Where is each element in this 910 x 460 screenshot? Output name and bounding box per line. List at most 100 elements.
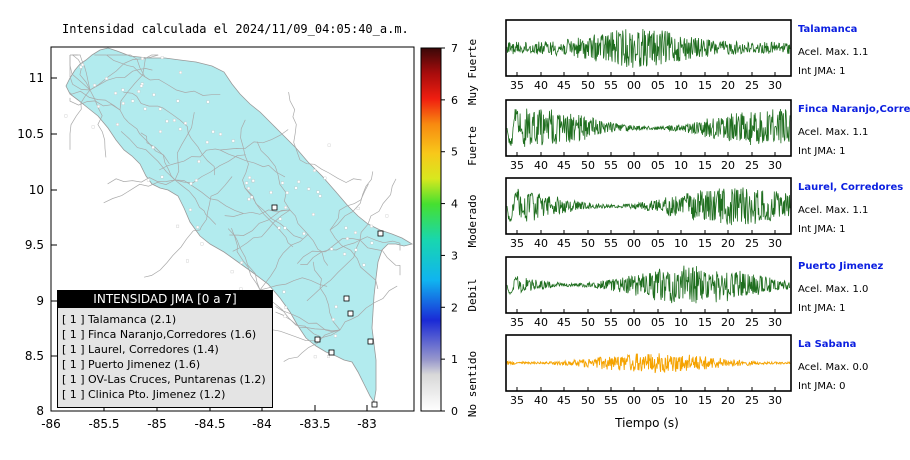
- station-jma-intensity: Int JMA: 1: [798, 303, 846, 314]
- town-dot: [282, 290, 286, 294]
- town-dot: [284, 306, 288, 309]
- legend-item-index: [ 1 ]: [62, 373, 85, 386]
- town-dot: [285, 191, 289, 195]
- map-y-tick-label: 8.5: [25, 349, 44, 363]
- time-tick-label: 20: [721, 159, 735, 172]
- road-line: [283, 329, 341, 362]
- road-line: [179, 119, 216, 176]
- colorbar-tick-label: 1: [451, 353, 458, 366]
- road-line: [219, 129, 289, 151]
- time-tick-label: 30: [768, 394, 782, 407]
- station-square: [377, 230, 384, 237]
- map-x-tick-label: -83.5: [299, 417, 330, 431]
- map-y-tick-label: 9: [36, 294, 44, 308]
- town-dot: [311, 213, 315, 216]
- waveform-trace: [506, 265, 791, 304]
- waveform-trace: [506, 353, 791, 374]
- time-tick-label: 50: [581, 316, 595, 329]
- road-line: [306, 239, 361, 302]
- waveform-trace: [506, 187, 791, 226]
- road-line: [123, 91, 181, 121]
- road-line: [174, 179, 217, 225]
- time-tick-label: 50: [581, 79, 595, 92]
- time-tick-label: 20: [721, 394, 735, 407]
- town-dot: [158, 130, 162, 134]
- colorbar-tick-label: 0: [451, 405, 458, 418]
- road-line: [219, 149, 286, 178]
- town-dot: [205, 140, 209, 144]
- legend-item-text: OV-Las Cruces, Puntarenas (1.2): [88, 373, 266, 386]
- colorbar-tick-label: 4: [451, 198, 458, 211]
- road-network: [69, 54, 401, 362]
- map-x-tick-label: -86: [41, 417, 61, 431]
- town-dot: [206, 100, 210, 104]
- town-dot: [200, 242, 204, 246]
- road-line: [300, 239, 361, 265]
- waveform-trace: [506, 28, 791, 68]
- time-tick-label: 40: [534, 237, 548, 250]
- town-dot: [152, 93, 156, 97]
- time-tick-label: 30: [768, 237, 782, 250]
- colorbar-category-label: Debil: [466, 278, 479, 311]
- time-tick-label: 35: [510, 237, 524, 250]
- town-dot: [302, 232, 306, 236]
- map-x-axis: -86 -85.5 -85 -84.5 -84 -83.5 -83: [41, 405, 377, 431]
- time-tick-label: 35: [510, 316, 524, 329]
- time-tick-label: 10: [674, 159, 688, 172]
- town-dot: [284, 206, 288, 209]
- time-tick-label: 00: [627, 237, 641, 250]
- town-dot: [313, 355, 317, 359]
- station-square: [371, 401, 378, 408]
- time-tick-label: 40: [534, 159, 548, 172]
- legend-item-index: [ 1 ]: [62, 358, 85, 371]
- town-dot: [165, 119, 169, 123]
- colorbar-tick-label: 5: [451, 146, 458, 159]
- map-x-tick-label: -84.5: [194, 417, 225, 431]
- road-line: [312, 261, 341, 331]
- town-dot: [344, 226, 348, 230]
- town-dot: [114, 91, 118, 95]
- time-tick-label: 10: [674, 394, 688, 407]
- time-tick-label: 05: [651, 316, 665, 329]
- town-dot: [146, 178, 150, 182]
- legend-item: [ 1 ] Talamanca (2.1): [58, 312, 272, 327]
- town-dot: [151, 145, 155, 149]
- colorbar-category-labels: No sentido Debil Moderado Fuerte Muy Fuerte: [466, 39, 479, 417]
- town-dot: [354, 248, 358, 252]
- road-line: [329, 171, 374, 231]
- waveform-plot-area: [506, 178, 791, 234]
- town-dot: [370, 224, 373, 228]
- station-square: [367, 338, 374, 345]
- time-tick-label: 20: [721, 316, 735, 329]
- time-tick-label: 00: [627, 79, 641, 92]
- town-dot: [197, 160, 201, 163]
- costa-rica-land: [65, 47, 414, 404]
- road-line: [120, 131, 176, 181]
- legend-item: [ 1 ] Laurel, Corredores (1.4): [58, 342, 272, 357]
- legend-item: [ 1 ] Clinica Pto. Jimenez (1.2): [58, 387, 272, 402]
- map-title: Intensidad calculada el 2024/11/09_04:05…: [62, 22, 409, 36]
- town-dot: [184, 121, 187, 125]
- town-dot: [281, 181, 284, 185]
- map-x-tick-label: -84: [252, 417, 272, 431]
- town-dot: [334, 334, 337, 338]
- legend-item: [ 1 ] Finca Naranjo,Corredores (1.6): [58, 327, 272, 342]
- legend-item-text: Finca Naranjo,Corredores (1.6): [88, 328, 257, 341]
- road-line: [339, 285, 398, 331]
- colorbar-category-label: Muy Fuerte: [466, 39, 479, 105]
- town-dot: [93, 83, 97, 87]
- town-dot: [330, 247, 334, 251]
- waveform-frame: [505, 334, 792, 392]
- station-panel: 35 40 45 50 55 00 05 10 15 20 25 30 Talamanca Acel. M…: [505, 19, 868, 92]
- road-line: [107, 54, 151, 81]
- road-line: [244, 187, 303, 239]
- town-dot: [313, 169, 316, 172]
- road-line: [107, 177, 176, 185]
- time-tick-label: 45: [557, 237, 571, 250]
- station-square: [347, 310, 354, 317]
- town-dot: [297, 180, 301, 184]
- town-dot: [194, 178, 198, 182]
- time-tick-label: 05: [651, 79, 665, 92]
- town-dot: [277, 226, 281, 230]
